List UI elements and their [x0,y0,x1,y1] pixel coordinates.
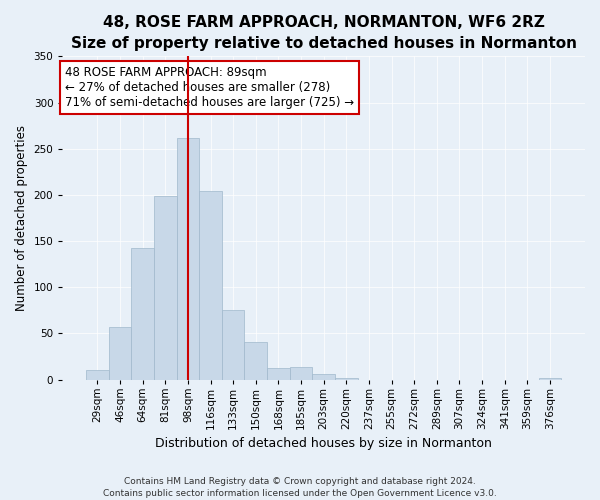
Bar [199,191,222,380]
Bar [267,368,290,380]
Bar [109,327,131,380]
Bar [290,366,313,380]
Bar [313,374,335,380]
Bar [154,196,176,380]
Text: Contains HM Land Registry data © Crown copyright and database right 2024.
Contai: Contains HM Land Registry data © Crown c… [103,476,497,498]
Text: 48 ROSE FARM APPROACH: 89sqm
← 27% of detached houses are smaller (278)
71% of s: 48 ROSE FARM APPROACH: 89sqm ← 27% of de… [65,66,354,109]
Bar [131,248,154,380]
Bar [222,310,244,380]
Bar [335,378,358,380]
Title: 48, ROSE FARM APPROACH, NORMANTON, WF6 2RZ
Size of property relative to detached: 48, ROSE FARM APPROACH, NORMANTON, WF6 2… [71,15,577,51]
Bar [244,342,267,380]
X-axis label: Distribution of detached houses by size in Normanton: Distribution of detached houses by size … [155,437,492,450]
Bar [86,370,109,380]
Bar [176,138,199,380]
Y-axis label: Number of detached properties: Number of detached properties [15,125,28,311]
Bar [539,378,561,380]
